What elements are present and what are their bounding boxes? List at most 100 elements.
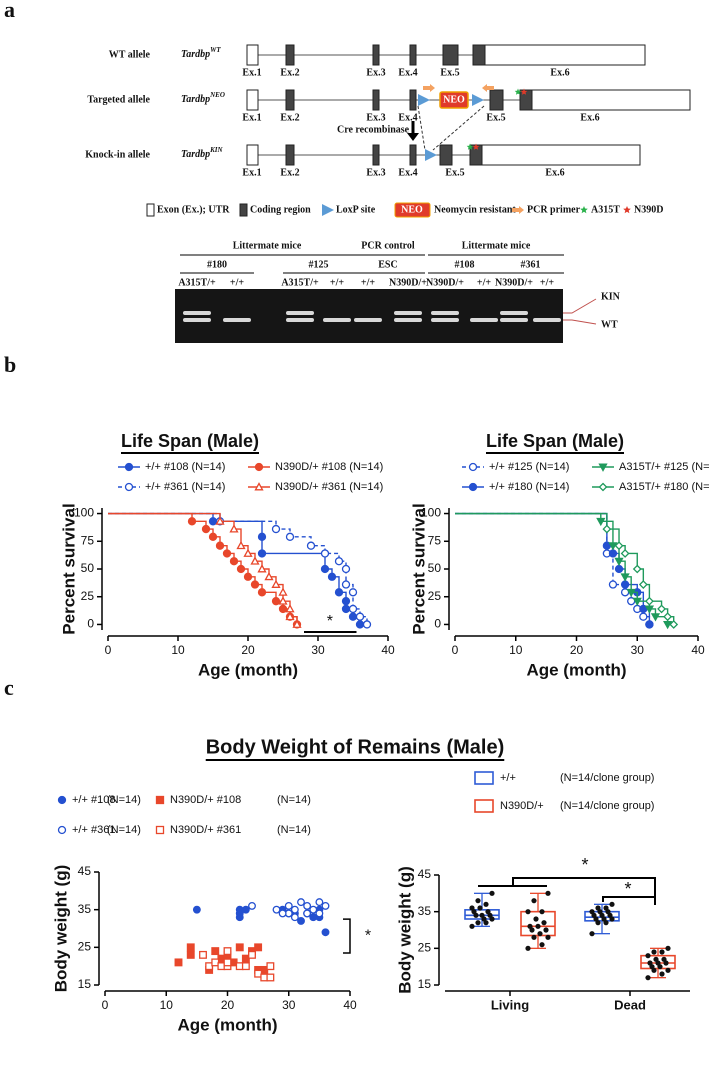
data-point — [297, 917, 305, 925]
data-point — [653, 956, 659, 962]
data-point — [199, 950, 207, 959]
allele-gene: TardbpWT — [181, 46, 221, 61]
sample-id: ESC — [378, 259, 397, 270]
gene-superscript: WT — [210, 46, 221, 54]
data-point — [620, 549, 630, 558]
data-point — [483, 901, 489, 907]
x-tick-label: 0 — [102, 998, 109, 1012]
sample-id: #361 — [521, 259, 541, 270]
data-point — [257, 564, 267, 573]
y-tick-label: 75 — [428, 533, 442, 547]
y-tick-label: 0 — [434, 617, 441, 631]
exon-label: Ex.2 — [280, 112, 299, 123]
data-point — [243, 548, 253, 557]
data-point — [243, 572, 253, 581]
data-point — [608, 542, 618, 551]
x-tick-label: 20 — [221, 998, 235, 1012]
box — [520, 910, 556, 937]
data-point — [229, 524, 239, 533]
gel-band-wt — [183, 318, 211, 322]
data-point — [665, 967, 671, 973]
data-point — [665, 945, 671, 951]
survival-curve — [455, 512, 669, 625]
chart-title: Life Span (Male) — [486, 431, 624, 451]
data-point — [250, 556, 260, 565]
data-point — [669, 620, 679, 629]
y-tick-label: 15 — [78, 977, 92, 991]
x-tick-label: 10 — [509, 643, 523, 657]
allele-name: WT allele — [109, 49, 151, 60]
y-tick-label: 0 — [87, 617, 94, 631]
data-point — [645, 953, 651, 959]
gel-band-kin — [183, 311, 211, 315]
data-point — [469, 905, 475, 911]
legend-note: (N=14/clone group) — [560, 772, 654, 784]
exon-label: Ex.6 — [550, 67, 569, 78]
data-point — [489, 890, 495, 896]
gel-band-wt — [470, 318, 498, 322]
y-tick-label: 35 — [78, 902, 92, 916]
loxp-site — [418, 94, 430, 106]
legend-text: PCR primer — [527, 204, 581, 215]
lane-label: +/+ — [330, 277, 344, 288]
data-point — [537, 931, 543, 937]
gene-superscript: KIN — [209, 146, 223, 154]
data-point — [201, 524, 211, 534]
gel-band-wt — [323, 318, 351, 322]
legend-marker — [124, 462, 134, 472]
y-tick-label: 75 — [81, 533, 95, 547]
survival-curve — [455, 512, 675, 625]
x-tick-label: 30 — [631, 643, 645, 657]
gel-band-wt — [223, 318, 251, 322]
exon-label: Ex.3 — [366, 167, 385, 178]
y-tick-label: 25 — [418, 941, 432, 955]
data-point — [355, 612, 365, 621]
exon — [409, 144, 417, 166]
data-point — [614, 564, 624, 574]
cre-arrowhead — [407, 133, 419, 141]
data-point — [541, 920, 547, 926]
data-point — [192, 905, 201, 914]
mutation-star — [514, 88, 522, 95]
exon-label: Ex.5 — [440, 67, 459, 78]
data-point — [211, 947, 220, 956]
y-tick-label: 45 — [418, 867, 432, 881]
data-point — [355, 620, 365, 629]
data-point — [241, 962, 250, 971]
data-point — [527, 923, 533, 929]
data-point — [215, 516, 225, 525]
band-pointer — [563, 319, 597, 325]
loxp-site — [472, 94, 484, 106]
data-point — [659, 949, 665, 955]
x-tick-label: 10 — [171, 643, 185, 657]
gel-band-wt — [533, 318, 561, 322]
x-tick-label: 0 — [105, 643, 112, 657]
y-tick-label: 35 — [418, 904, 432, 918]
data-point — [321, 928, 330, 937]
legend-marker — [598, 463, 608, 472]
data-point — [186, 943, 195, 952]
exon-label: Ex.3 — [366, 67, 385, 78]
lane-label: +/+ — [477, 277, 491, 288]
data-point — [229, 557, 239, 566]
sample-id: #180 — [207, 259, 227, 270]
gel-band-wt — [500, 318, 528, 322]
legend-marker — [124, 482, 134, 492]
significance-bracket — [512, 877, 656, 905]
x-axis-title: Age (month) — [526, 660, 626, 679]
cre-label: Cre recombinase — [337, 124, 410, 135]
x-tick-label: 40 — [343, 998, 357, 1012]
data-point — [525, 945, 531, 951]
data-point — [663, 612, 673, 622]
legend-label: N390D/+ — [500, 800, 544, 812]
y-tick-label: 50 — [81, 561, 95, 575]
data-point — [475, 920, 481, 926]
exon-label: Ex.6 — [545, 167, 564, 178]
data-point — [266, 962, 275, 971]
neo-label: NEO — [443, 94, 465, 105]
legend-swatch — [474, 799, 494, 813]
exon — [285, 144, 295, 166]
gene-superscript: NEO — [209, 91, 225, 99]
x-tick-label: Dead — [614, 997, 646, 1012]
data-point — [292, 619, 302, 628]
